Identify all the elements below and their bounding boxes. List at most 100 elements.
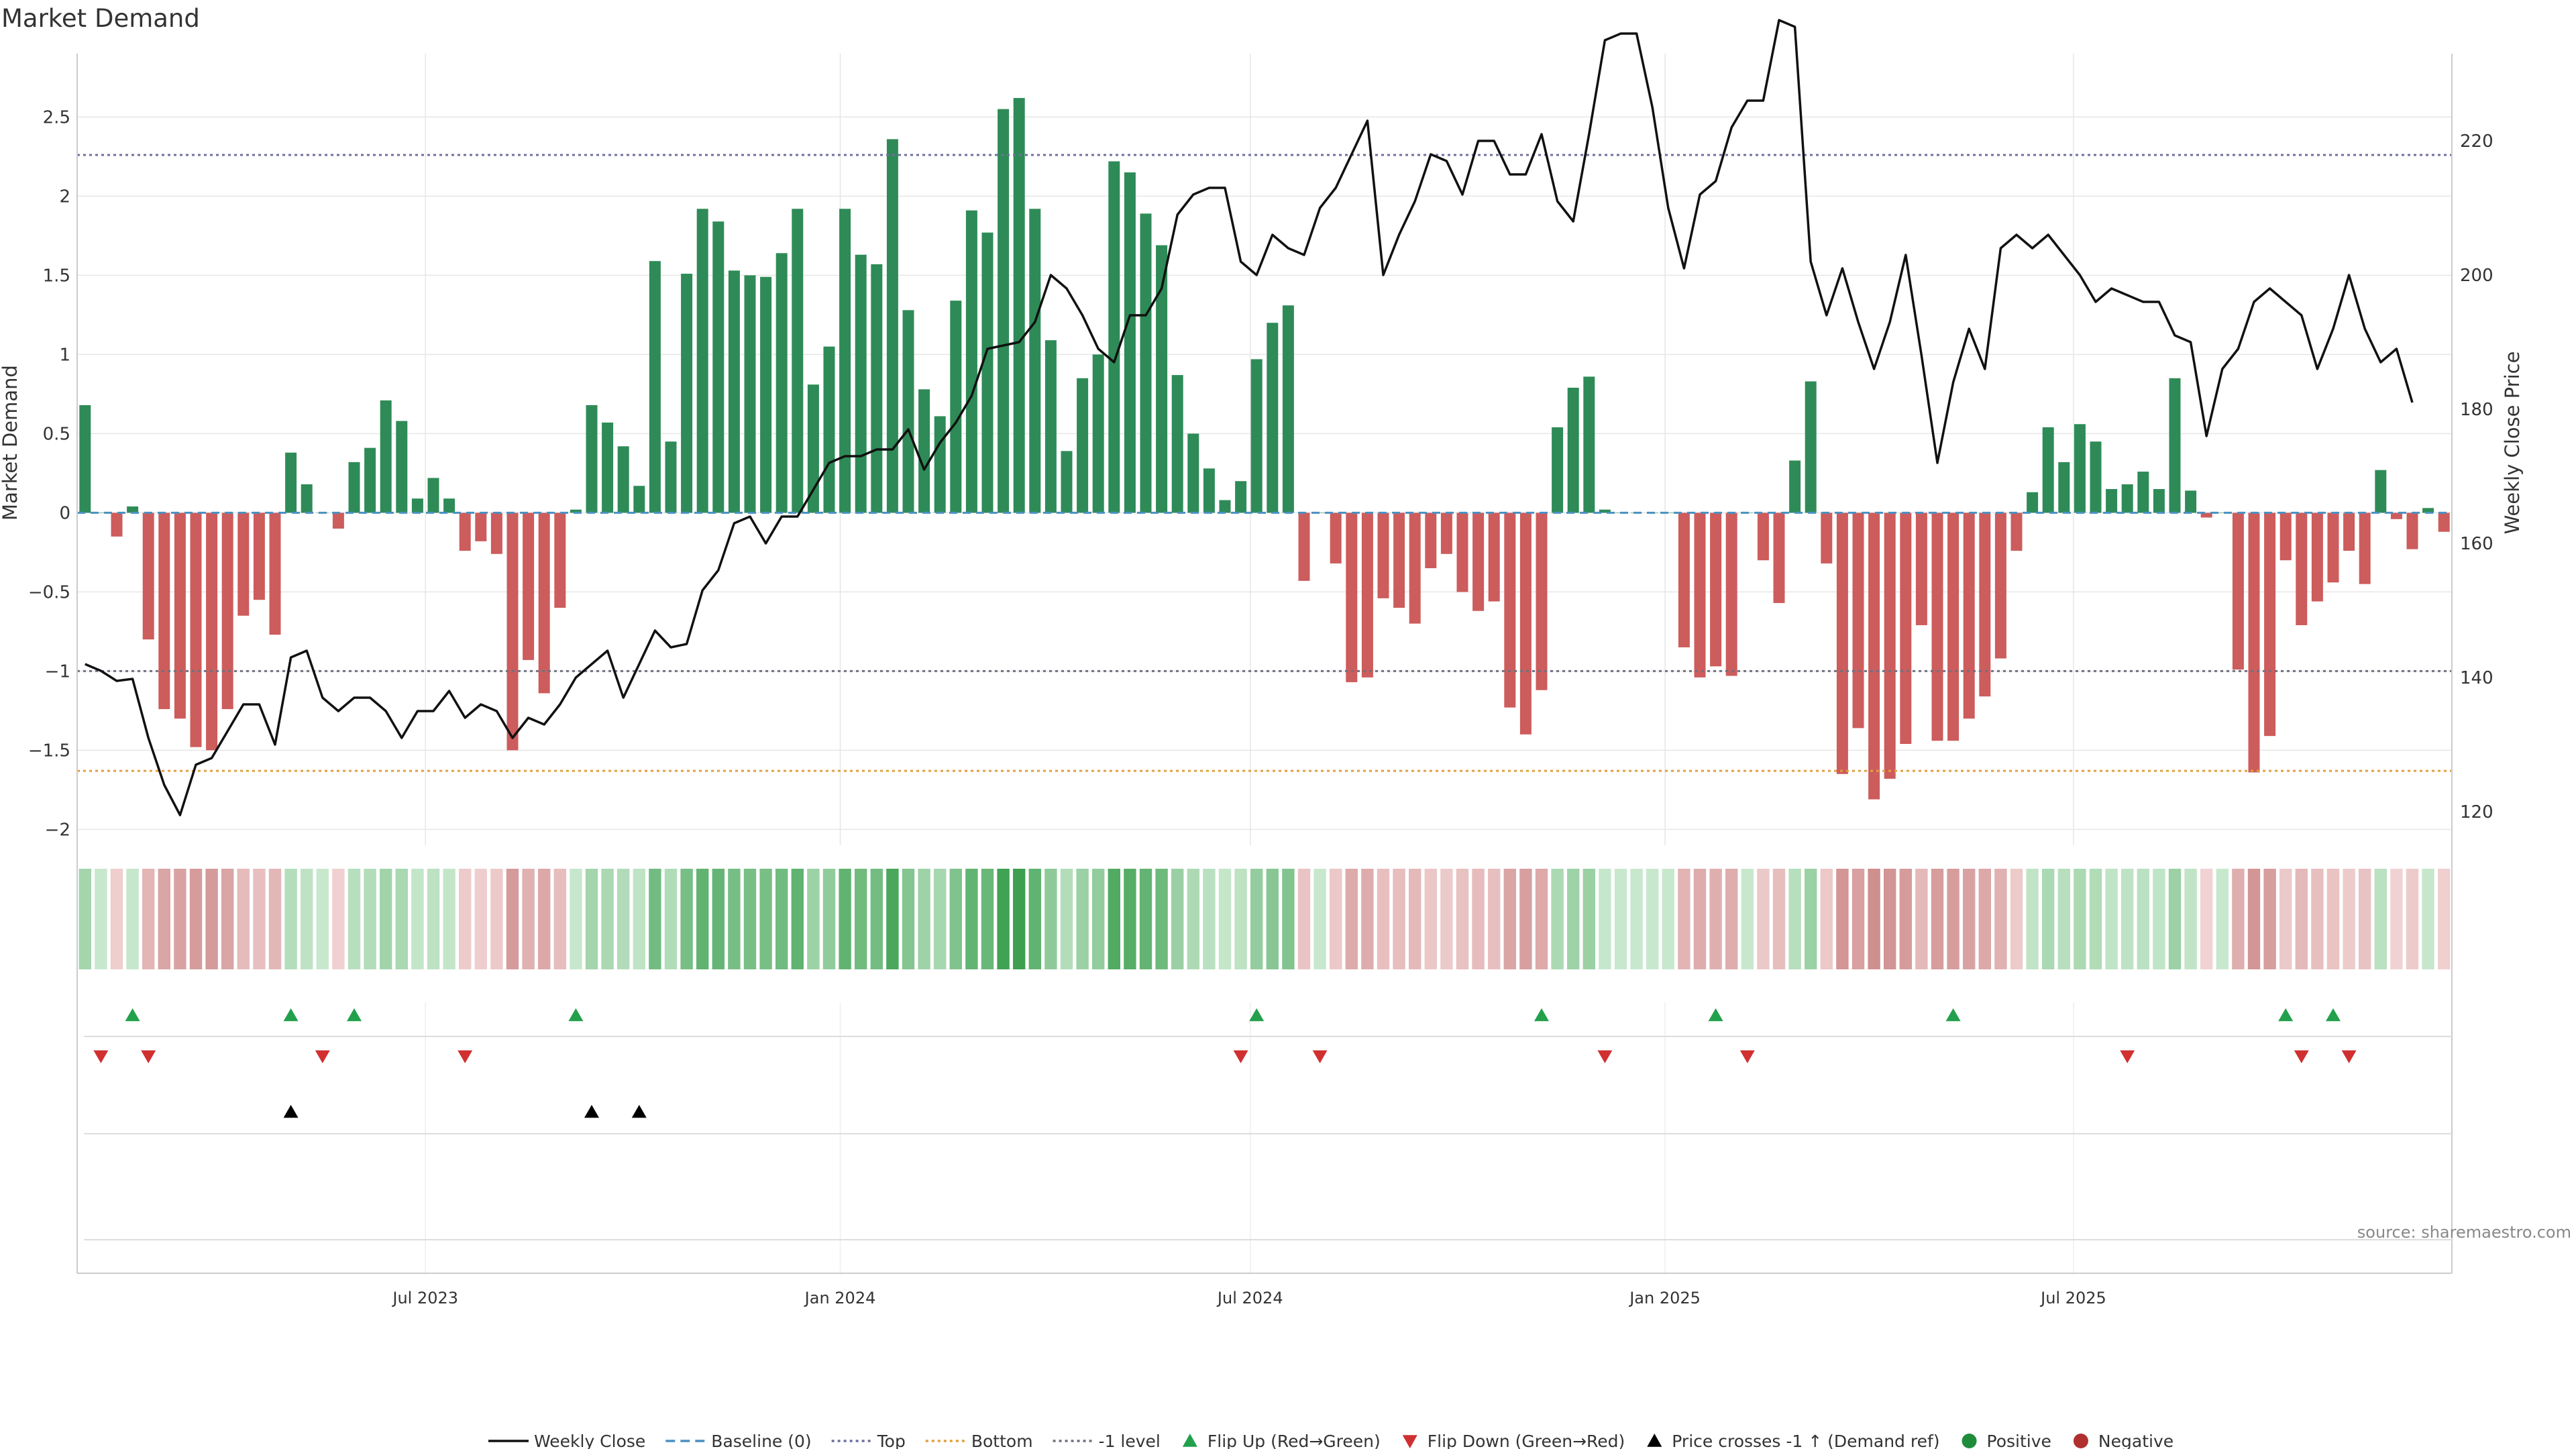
flip-down-marker [315, 1050, 330, 1063]
heat-cell [1788, 869, 1801, 969]
demand-heat-strip [78, 869, 2451, 969]
demand-bar-positive [1235, 481, 1247, 513]
heat-cell [1804, 869, 1817, 969]
demand-bar-positive [823, 346, 835, 513]
demand-bar-negative [1694, 513, 1706, 678]
heat-cell [1868, 869, 1880, 969]
flip-up-marker [283, 1008, 299, 1022]
heat-cell [1124, 869, 1136, 969]
heat-cell [474, 869, 488, 969]
heat-cell [1851, 869, 1865, 969]
heat-cell [2041, 869, 2055, 969]
heat-cell [2311, 869, 2324, 969]
demand-bar-positive [760, 276, 772, 513]
heat-cell [2089, 869, 2102, 969]
demand-bar-negative [2406, 513, 2418, 549]
heat-cell [395, 869, 409, 969]
demand-bar-positive [427, 478, 439, 513]
y-tick-label: 0 [59, 503, 70, 523]
demand-bar-positive [1203, 468, 1215, 513]
heat-cell [1139, 869, 1152, 969]
heat-cell [1076, 869, 1089, 969]
demand-bar-positive [1599, 509, 1611, 513]
heat-cell [1028, 869, 1042, 969]
heat-cell [1947, 869, 1960, 969]
y-tick-label: −1 [45, 661, 70, 682]
demand-bar-negative [2311, 513, 2323, 602]
demand-bar-negative [1346, 513, 1358, 682]
demand-bar-negative [523, 513, 535, 660]
demand-bar-positive [127, 506, 139, 513]
legend-swatch [1962, 1434, 1977, 1448]
x-tick-label: Jan 2025 [1628, 1289, 1701, 1307]
source-note: source: sharemaestro.com [2357, 1223, 2571, 1242]
heat-cell [2279, 869, 2292, 969]
demand-bar-positive [1061, 451, 1073, 513]
heat-cell [2437, 869, 2451, 969]
y-tick-label: 2.5 [43, 107, 70, 127]
demand-bar-positive [2106, 489, 2118, 513]
heat-cell [2200, 869, 2213, 969]
heat-cell [347, 869, 361, 969]
heat-cell [2422, 869, 2434, 969]
heat-cell [2137, 869, 2150, 969]
heat-cell [2295, 869, 2308, 969]
legend-label: Top [877, 1432, 906, 1449]
demand-bar-positive [2042, 427, 2054, 513]
demand-bar-positive [1219, 500, 1231, 513]
demand-bar-negative [1868, 513, 1880, 800]
x-tick-label: Jul 2024 [1216, 1289, 1283, 1307]
heat-cell [284, 869, 297, 969]
demand-bar-positive [1092, 354, 1104, 513]
chart-title: Market Demand [1, 4, 200, 33]
demand-bar-negative [1536, 513, 1548, 690]
demand-bar-negative [2327, 513, 2339, 583]
heat-cell [2105, 869, 2118, 969]
demand-bar-positive [665, 441, 677, 513]
heat-cell [807, 869, 820, 969]
legend-swatch [1182, 1434, 1197, 1447]
demand-bar-negative [1915, 513, 1927, 625]
demand-bar-negative [506, 513, 519, 751]
demand-bar-positive [1567, 387, 1579, 513]
heat-cell [981, 869, 994, 969]
demand-bar-positive [1282, 305, 1294, 513]
demand-bar-negative [1519, 513, 1532, 735]
heat-cell [696, 869, 709, 969]
heat-cell [1487, 869, 1501, 969]
demand-bar-positive [2137, 472, 2149, 513]
flip-up-marker [125, 1008, 140, 1022]
heat-cell [1044, 869, 1057, 969]
x-tick-label: Jan 2024 [804, 1289, 876, 1307]
heat-cell [1345, 869, 1358, 969]
demand-bar-positive [728, 270, 740, 513]
heat-cell [332, 869, 345, 969]
demand-bar-positive [1805, 381, 1817, 513]
heat-cell [902, 869, 915, 969]
x-tick-label: Jul 2025 [2039, 1289, 2106, 1307]
heat-cell [1614, 869, 1627, 969]
heat-cell [1424, 869, 1438, 969]
demand-bar-negative [1504, 513, 1516, 708]
y-tick-labels: −2 −1.5 −1 −0.5 0 0.5 1 1.5 2 2.5 [28, 107, 70, 840]
demand-bar-negative [1773, 513, 1785, 603]
demand-bar-positive [1250, 359, 1263, 513]
demand-bar-negative [1757, 513, 1769, 561]
heat-cell [427, 869, 440, 969]
heat-cell [886, 869, 899, 969]
heat-cell [2247, 869, 2261, 969]
demand-bar-positive [807, 384, 819, 513]
y2-tick-label: 160 [2460, 534, 2493, 554]
flip-up-marker [1534, 1008, 1549, 1022]
demand-bar-positive [1187, 433, 1199, 513]
legend-label: Price crosses -1 ↑ (Demand ref) [1672, 1432, 1939, 1449]
heat-cell [570, 869, 582, 969]
demand-bar-positive [1789, 460, 1801, 513]
demand-bar-positive [1108, 161, 1120, 513]
y2-tick-label: 120 [2460, 802, 2493, 822]
heat-cell [601, 869, 614, 969]
heat-cell [1566, 869, 1580, 969]
heat-cell [616, 869, 630, 969]
demand-bar-negative [2010, 513, 2023, 551]
